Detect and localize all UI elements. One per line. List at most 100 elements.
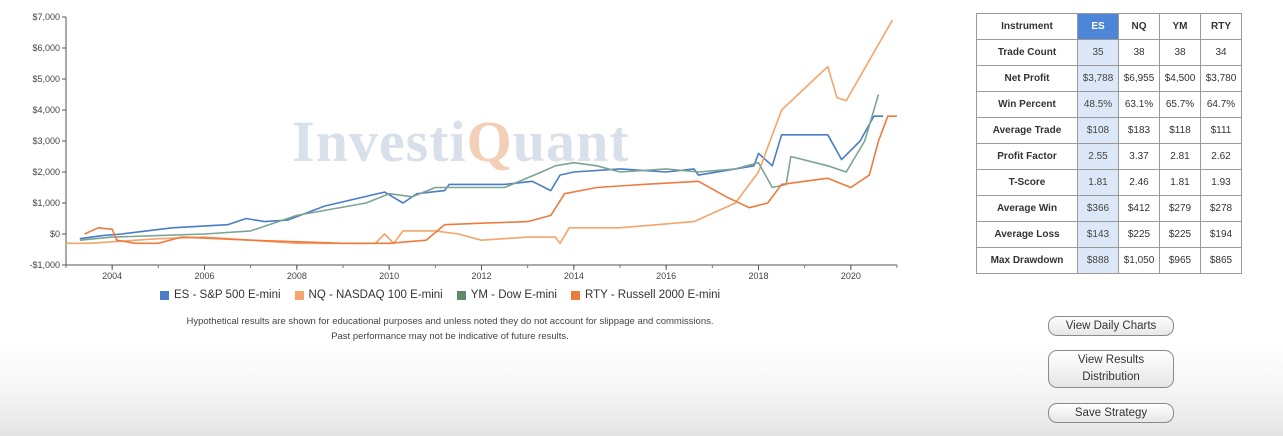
y-tick-label: $4,000 [32, 105, 60, 115]
x-tick-label: 2020 [841, 271, 861, 281]
row-label: T-Score [976, 169, 1078, 196]
save-strategy-button[interactable]: Save Strategy [1048, 403, 1174, 423]
header-col-nq[interactable]: NQ [1118, 13, 1160, 40]
cell-es: 1.81 [1077, 169, 1119, 196]
row-label: Win Percent [976, 91, 1078, 118]
cell-ym: $279 [1159, 195, 1201, 222]
header-col-rty[interactable]: RTY [1200, 13, 1242, 40]
cell-ym: 38 [1159, 39, 1201, 66]
table-row: Average Win $366 $412 $279 $278 [976, 195, 1242, 222]
series-line-es [79, 115, 884, 240]
cell-nq: 38 [1118, 39, 1160, 66]
cell-ym: 65.7% [1159, 91, 1201, 118]
equity-chart: InvestiQuant -$1,000 $0 $1,000 $2,000 $3,000… [29, 12, 898, 342]
legend-item-rty[interactable]: RTY - Russell 2000 E-mini [571, 289, 720, 301]
cell-es: $3,788 [1077, 65, 1119, 92]
view-results-distribution-button[interactable]: View Results Distribution [1048, 350, 1174, 388]
y-tick-label: $6,000 [32, 43, 60, 53]
table-row: Trade Count 35 38 38 34 [976, 39, 1242, 66]
disclaimer-line-2: Past performance may not be indicative o… [331, 331, 569, 342]
x-tick-label: 2012 [471, 271, 491, 281]
cell-rty: $194 [1200, 221, 1242, 248]
cell-rty: 34 [1200, 39, 1242, 66]
cell-nq: $225 [1118, 221, 1160, 248]
cell-es: $366 [1077, 195, 1119, 222]
legend-item-nq[interactable]: NQ - NASDAQ 100 E-mini [294, 289, 443, 301]
chart-svg: -$1,000 $0 $1,000 $2,000 $3,000 $4,000 $5,000 $… [29, 12, 898, 281]
header-instrument: Instrument [976, 13, 1078, 40]
y-tick-label: $0 [50, 229, 60, 239]
legend-swatch-ym [456, 290, 466, 300]
watermark-part2: Q [466, 109, 513, 174]
series-line-rty [84, 115, 897, 245]
y-tick-label: $2,000 [32, 167, 60, 177]
row-label: Max Drawdown [976, 247, 1078, 274]
legend-swatch-nq [294, 290, 304, 300]
y-tick-label: $3,000 [32, 136, 60, 146]
header-col-es[interactable]: ES [1077, 13, 1119, 40]
cell-rty: $3,780 [1200, 65, 1242, 92]
table-row: Average Trade $108 $183 $118 $111 [976, 117, 1242, 144]
cell-nq: $412 [1118, 195, 1160, 222]
legend-label-es: ES - S&P 500 E-mini [174, 289, 281, 301]
table-row: Profit Factor 2.55 3.37 2.81 2.62 [976, 143, 1242, 170]
header-col-ym[interactable]: YM [1159, 13, 1201, 40]
disclaimer-line-1: Hypothetical results are shown for educa… [186, 316, 714, 327]
table-row: Average Loss $143 $225 $225 $194 [976, 221, 1242, 248]
row-label: Average Trade [976, 117, 1078, 144]
x-tick-label: 2014 [564, 271, 584, 281]
legend-label-ym: YM - Dow E-mini [470, 289, 557, 301]
cell-ym: $225 [1159, 221, 1201, 248]
cell-ym: $4,500 [1159, 65, 1201, 92]
y-tick-label: $5,000 [32, 74, 60, 84]
results-table: Instrument ES NQ YM RTY Trade Count 35 3… [976, 13, 1242, 274]
investiquant-watermark: InvestiQuant [292, 108, 630, 175]
cell-es: 35 [1077, 39, 1119, 66]
cell-nq: $6,955 [1118, 65, 1160, 92]
cell-ym: 1.81 [1159, 169, 1201, 196]
cell-es: $888 [1077, 247, 1119, 274]
row-label: Average Win [976, 195, 1078, 222]
legend-item-ym[interactable]: YM - Dow E-mini [456, 289, 557, 301]
cell-nq: 2.46 [1118, 169, 1160, 196]
cell-rty: 64.7% [1200, 91, 1242, 118]
cell-rty: $865 [1200, 247, 1242, 274]
cell-rty: 2.62 [1200, 143, 1242, 170]
row-label: Net Profit [976, 65, 1078, 92]
row-label: Average Loss [976, 221, 1078, 248]
x-tick-label: 2008 [287, 271, 307, 281]
view-daily-charts-button[interactable]: View Daily Charts [1048, 316, 1174, 336]
table-row: Max Drawdown $888 $1,050 $965 $865 [976, 247, 1242, 274]
legend-label-nq: NQ - NASDAQ 100 E-mini [308, 289, 443, 301]
legend-swatch-es [160, 290, 169, 300]
cell-es: $108 [1077, 117, 1119, 144]
table-header-row: Instrument ES NQ YM RTY [976, 13, 1242, 40]
legend-item-es[interactable]: ES - S&P 500 E-mini [160, 289, 281, 301]
cell-es: 48.5% [1077, 91, 1119, 118]
cell-rty: $278 [1200, 195, 1242, 222]
view-results-label-line2: Distribution [1082, 371, 1140, 383]
cell-rty: $111 [1200, 117, 1242, 144]
row-label: Profit Factor [976, 143, 1078, 170]
y-tick-label: $1,000 [32, 198, 60, 208]
table-row: Win Percent 48.5% 63.1% 65.7% 64.7% [976, 91, 1242, 118]
row-label: Trade Count [976, 39, 1078, 66]
cell-nq: $1,050 [1118, 247, 1160, 274]
x-tick-label: 2018 [748, 271, 768, 281]
x-tick-label: 2006 [194, 271, 214, 281]
cell-ym: $118 [1159, 117, 1201, 144]
cell-es: 2.55 [1077, 143, 1119, 170]
cell-es: $143 [1077, 221, 1119, 248]
cell-ym: 2.81 [1159, 143, 1201, 170]
cell-nq: $183 [1118, 117, 1160, 144]
cell-nq: 63.1% [1118, 91, 1160, 118]
cell-nq: 3.37 [1118, 143, 1160, 170]
cell-rty: 1.93 [1200, 169, 1242, 196]
chart-legend: ES - S&P 500 E-mini NQ - NASDAQ 100 E-mi… [160, 289, 720, 301]
y-tick-label: -$1,000 [29, 260, 60, 270]
x-tick-label: 2010 [379, 271, 399, 281]
y-tick-label: $7,000 [32, 12, 60, 22]
legend-swatch-rty [571, 290, 580, 300]
table-row: Net Profit $3,788 $6,955 $4,500 $3,780 [976, 65, 1242, 92]
x-tick-label: 2016 [656, 271, 676, 281]
